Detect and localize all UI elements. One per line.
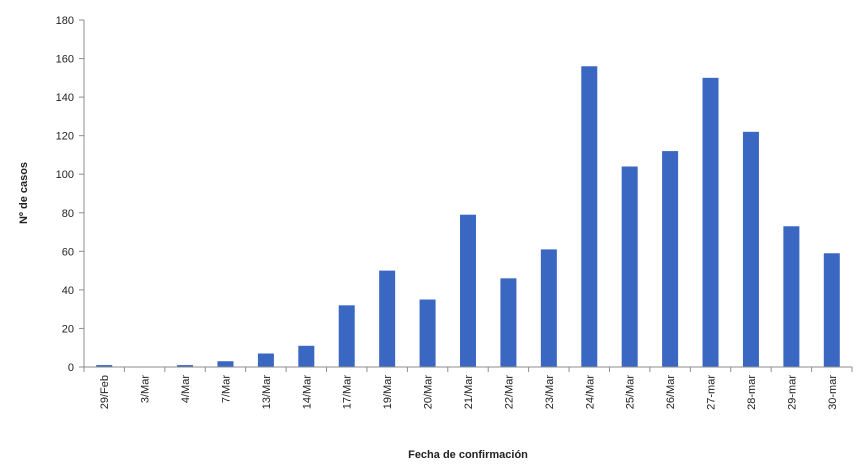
bar-26-mar (662, 151, 679, 367)
bar-25-mar (621, 166, 638, 367)
bar-17-mar (338, 305, 355, 367)
y-tick-label: 120 (56, 131, 74, 143)
x-axis-title: Fecha de confirmación (408, 449, 528, 461)
y-tick-label: 80 (62, 208, 74, 220)
x-tick-label: 20/Mar (423, 375, 435, 410)
x-tick-label: 25/Mar (625, 375, 637, 410)
x-tick-label: 4/Mar (180, 375, 192, 403)
y-tick-label: 160 (56, 54, 74, 66)
bar-19-mar (379, 270, 396, 367)
bar-20-mar (419, 299, 436, 367)
y-tick-label: 100 (56, 169, 74, 181)
y-axis-title: Nº de casos (18, 162, 30, 224)
bar-13-mar (257, 353, 274, 367)
bar-7-mar (217, 361, 234, 367)
x-tick-label: 14/Mar (301, 375, 313, 410)
x-tick-label: 22/Mar (503, 375, 515, 410)
bar-29-mar (783, 226, 800, 367)
bar-4-mar (177, 365, 194, 367)
x-tick-label: 13/Mar (261, 375, 273, 410)
x-axis-ticks: 29/Feb 3/Mar 4/Mar 7/Mar 13/Mar 14/Mar 17/Mar 1… (83, 367, 853, 410)
bar-27-mar (702, 77, 719, 367)
bar-29-feb (96, 365, 113, 367)
x-tick-label: 3/Mar (140, 375, 152, 403)
y-tick-label: 180 (56, 15, 74, 27)
y-axis-ticks: 0 20 40 60 80 100 120 140 160 180 (56, 15, 84, 374)
bar-14-mar (298, 345, 315, 367)
x-tick-label: 27-mar (706, 375, 718, 410)
x-tick-label: 29/Feb (99, 375, 111, 409)
y-tick-label: 40 (62, 285, 74, 297)
x-tick-label: 29-mar (786, 375, 798, 410)
x-tick-label: 7/Mar (220, 375, 232, 403)
x-tick-label: 21/Mar (463, 375, 475, 410)
x-tick-label: 24/Mar (584, 375, 596, 410)
y-tick-label: 0 (68, 362, 74, 374)
bars-group (96, 66, 840, 368)
y-tick-label: 140 (56, 92, 74, 104)
bar-23-mar (540, 249, 557, 367)
bar-21-mar (460, 214, 476, 367)
x-tick-label: 26/Mar (665, 375, 677, 410)
x-tick-label: 19/Mar (382, 375, 394, 410)
x-tick-label: 17/Mar (342, 375, 354, 410)
x-tick-label: 23/Mar (544, 375, 556, 410)
bar-30-mar (823, 253, 840, 367)
bar-24-mar (581, 66, 598, 368)
x-tick-label: 28-mar (746, 375, 758, 410)
y-tick-label: 20 (62, 323, 74, 335)
x-tick-label: 30-mar (827, 375, 839, 410)
bar-22-mar (500, 278, 517, 367)
y-tick-label: 60 (62, 246, 74, 258)
bar-28-mar (742, 131, 759, 367)
